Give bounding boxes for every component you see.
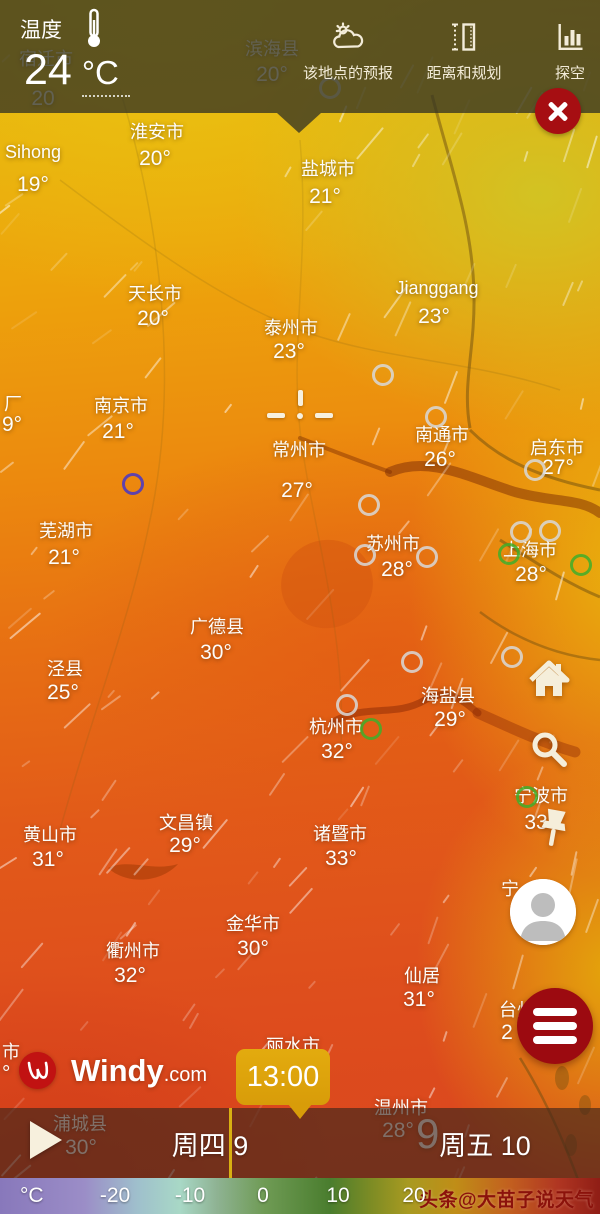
ruler-icon [450,22,478,57]
time-bubble[interactable]: 13:00 [236,1049,330,1105]
scale-tick: -10 [174,1184,206,1207]
watermark: 头条@大苗子说天气 [418,1190,594,1211]
scale-tick: 0 [257,1184,269,1207]
sounding-chart-icon [556,22,584,57]
scale-unit: °C [20,1184,44,1207]
profile-button[interactable] [510,879,576,945]
action-sounding[interactable]: 探空 [540,22,600,83]
logo-suffix: .com [163,1063,208,1086]
temperature-panel [0,0,600,113]
current-time-line [229,1108,232,1178]
action-label: 探空 [554,65,585,82]
temperature-scale[interactable]: °C 头条@大苗子说天气 -20 -10 0 10 20 [0,1178,600,1214]
windy-logo-icon [19,1052,56,1089]
action-label: 该地点的预报 [302,65,393,82]
scale-tick: 20 [402,1184,426,1207]
home-button[interactable] [527,658,571,702]
time-bubble-tail [288,1104,312,1119]
scale-tick: 10 [326,1184,350,1207]
pushpin-icon [541,808,566,846]
search-icon [532,732,567,767]
pin-button[interactable] [529,806,577,858]
logo-text: Windy [71,1052,164,1088]
action-distance[interactable]: 距离和规划 [412,22,516,83]
home-icon [529,660,570,696]
timeline-day-0[interactable]: 周四 9 [171,1131,249,1161]
action-label: 距离和规划 [426,65,502,82]
scale-tick: -20 [99,1184,131,1207]
timeline-scrubber[interactable]: 周四 9 周五 10 [0,1108,600,1178]
timeline-day-1[interactable]: 周五 10 [439,1131,531,1161]
forecast-cloud-icon [330,22,366,57]
menu-button[interactable] [517,988,593,1064]
action-forecast[interactable]: 该地点的预报 [292,22,404,83]
play-button[interactable] [30,1121,62,1159]
search-button[interactable] [528,728,572,772]
close-button[interactable] [535,88,581,134]
avatar [510,879,576,945]
windy-logo[interactable]: Windy.com [19,1052,207,1089]
